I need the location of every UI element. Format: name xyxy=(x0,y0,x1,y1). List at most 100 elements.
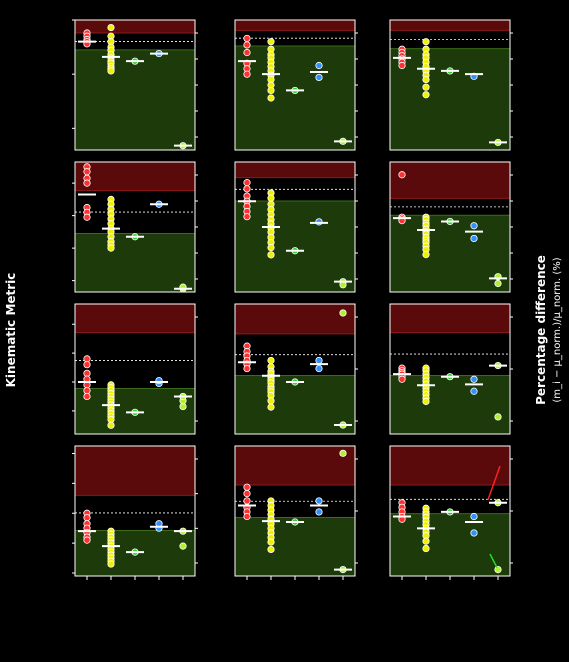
data-point-mips xyxy=(267,86,275,95)
data-point-conventional xyxy=(83,514,91,522)
green-zone xyxy=(235,46,355,150)
data-point-spin xyxy=(315,497,323,505)
data-point-conventional xyxy=(243,70,251,78)
data-point-conventional xyxy=(83,168,91,176)
red-zone xyxy=(75,20,195,33)
data-point-h-vding-3-0 xyxy=(494,565,502,574)
data-point-conventional xyxy=(398,171,406,179)
data-point-mips xyxy=(267,403,275,411)
data-point-mips xyxy=(422,537,430,545)
red-zone xyxy=(235,304,355,334)
panel-pra-3 xyxy=(389,161,513,293)
annotation-arrow-red xyxy=(487,465,501,501)
data-point-spin xyxy=(315,364,323,373)
data-point-conventional xyxy=(243,34,251,43)
data-point-mips xyxy=(422,38,430,46)
data-point-h-vding-3-0 xyxy=(179,542,187,550)
data-point-mips xyxy=(267,251,275,259)
data-point-conventional xyxy=(83,179,91,187)
data-point-mips xyxy=(267,94,275,102)
data-point-spin xyxy=(470,387,478,395)
red-zone xyxy=(75,446,195,496)
data-point-conventional xyxy=(243,490,251,498)
panel-pta-3 xyxy=(389,19,513,151)
panel-bric-1 xyxy=(72,445,198,580)
data-point-mips xyxy=(422,91,430,99)
data-point-mips xyxy=(422,251,430,259)
data-point-mips xyxy=(267,538,275,546)
data-point-h-vding-3-0 xyxy=(339,309,347,317)
panel-pta-1 xyxy=(72,19,198,151)
data-point-mips xyxy=(107,421,115,429)
data-point-conventional xyxy=(243,48,251,57)
red-zone xyxy=(390,304,510,333)
data-point-mips xyxy=(422,544,430,553)
panel-prv-3 xyxy=(389,303,513,435)
data-point-conventional xyxy=(243,213,251,221)
panel-pra-1 xyxy=(72,161,198,293)
red-zone xyxy=(235,162,355,178)
annotation-arrow-green xyxy=(489,553,498,568)
red-zone xyxy=(75,304,195,333)
data-point-conventional xyxy=(243,497,251,505)
data-point-mips xyxy=(107,560,115,568)
data-point-mips xyxy=(422,75,430,84)
data-point-mips xyxy=(267,545,275,554)
data-point-spin xyxy=(315,61,323,70)
data-point-spin xyxy=(315,356,323,365)
data-point-spin xyxy=(470,512,478,521)
green-zone xyxy=(75,49,195,150)
panel-prv-1 xyxy=(72,303,198,435)
panel-grid xyxy=(72,19,513,580)
data-point-conventional xyxy=(83,213,91,221)
data-point-conventional xyxy=(83,536,91,544)
data-point-h-vding-3-0 xyxy=(494,279,502,288)
data-point-conventional xyxy=(243,41,251,49)
data-point-mips xyxy=(107,244,115,252)
red-zone xyxy=(75,162,195,191)
data-point-conventional xyxy=(398,61,406,70)
green-zone xyxy=(235,201,355,292)
red-zone xyxy=(390,446,510,485)
data-point-spin xyxy=(470,222,478,230)
data-point-conventional xyxy=(243,483,251,491)
panel-frame xyxy=(74,303,196,435)
green-zone xyxy=(75,233,195,292)
right-axis-title: Percentage difference xyxy=(534,255,548,405)
data-point-spin xyxy=(470,234,478,243)
panel-bric-2 xyxy=(234,445,358,580)
data-point-spin xyxy=(315,508,323,516)
panel-prv-2 xyxy=(234,303,358,435)
green-zone xyxy=(390,48,510,150)
panel-pta-2 xyxy=(234,19,358,151)
data-point-h-vding-3-0 xyxy=(494,413,502,421)
data-point-mips xyxy=(422,397,430,406)
data-point-mips xyxy=(267,397,275,405)
data-point-spin xyxy=(470,529,478,537)
red-zone xyxy=(390,162,510,199)
green-zone xyxy=(235,517,355,576)
data-point-conventional xyxy=(398,375,406,383)
red-zone xyxy=(235,20,355,31)
left-axis-title: Kinematic Metric xyxy=(4,273,18,388)
data-point-mips xyxy=(107,23,115,32)
red-zone xyxy=(390,20,510,31)
right-axis-formula: (m_i − μ_norm.)/μ_norm. (%) xyxy=(552,257,563,402)
data-point-conventional xyxy=(243,179,251,187)
data-point-mips xyxy=(422,83,430,91)
data-point-spin xyxy=(315,73,323,82)
data-point-conventional xyxy=(243,512,251,521)
data-point-h-vding-3-0 xyxy=(339,449,347,457)
data-point-conventional xyxy=(83,392,91,401)
red-zone xyxy=(235,446,355,485)
data-point-mips xyxy=(267,194,275,202)
panel-pra-2 xyxy=(234,161,358,293)
data-point-mips xyxy=(267,244,275,252)
data-point-mips xyxy=(107,67,115,75)
data-point-conventional xyxy=(243,364,251,373)
green-zone xyxy=(390,513,510,576)
data-point-mips xyxy=(267,356,275,365)
data-point-spin xyxy=(315,218,323,226)
data-point-mips xyxy=(267,38,275,46)
